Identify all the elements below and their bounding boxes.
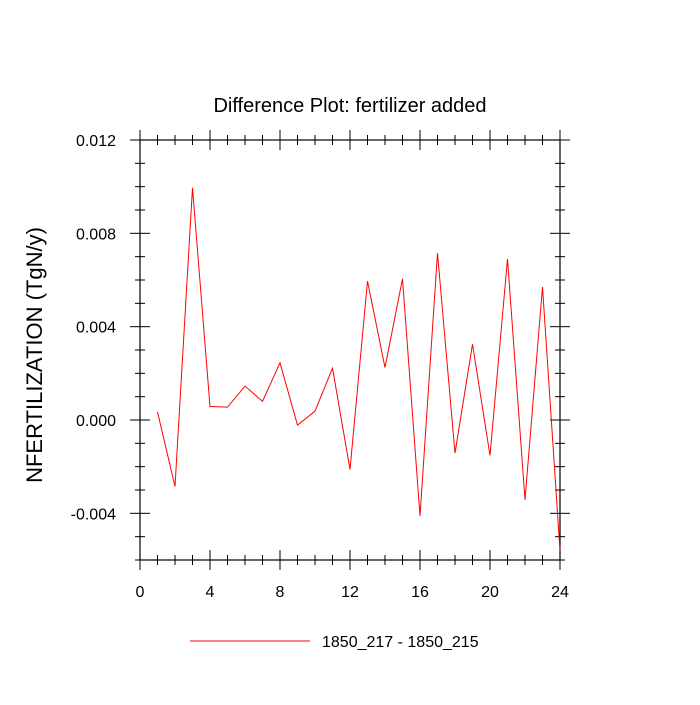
tick-labels: 0 4 8 12 16 20 24 -0.004 0.000 0.004 0.008 0.012 xyxy=(71,133,569,601)
y-axis-label: NFERTILIZATION (TgN/y) xyxy=(22,227,47,483)
y-tick-label: -0.004 xyxy=(71,506,116,523)
y-tick-label: 0.012 xyxy=(76,133,116,150)
x-tick-label: 20 xyxy=(481,584,499,601)
x-tick-label: 8 xyxy=(276,584,285,601)
x-tick-label: 0 xyxy=(136,584,145,601)
x-tick-label: 24 xyxy=(551,584,569,601)
x-tick-label: 16 xyxy=(411,584,429,601)
x-tick-label: 12 xyxy=(341,584,359,601)
plot-frame xyxy=(140,140,560,560)
chart-title: Difference Plot: fertilizer added xyxy=(213,95,486,117)
axis-ticks xyxy=(130,130,570,570)
y-tick-label: 0.000 xyxy=(76,413,116,430)
legend-label: 1850_217 - 1850_215 xyxy=(322,634,479,651)
y-tick-label: 0.004 xyxy=(76,320,116,337)
series-line xyxy=(158,188,561,551)
legend: 1850_217 - 1850_215 xyxy=(190,634,479,651)
series-layer xyxy=(157,188,560,551)
x-tick-label: 4 xyxy=(206,584,215,601)
y-tick-label: 0.008 xyxy=(76,226,116,243)
